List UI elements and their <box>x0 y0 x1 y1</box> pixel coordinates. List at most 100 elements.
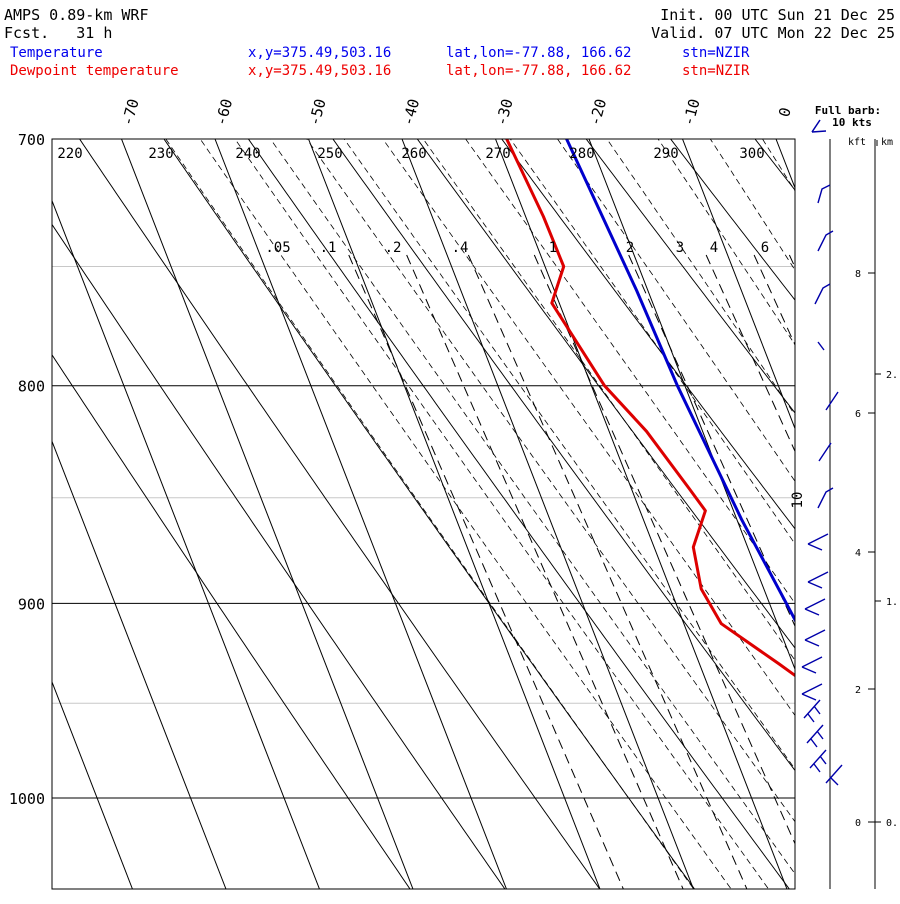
kft-tick-label: 0 <box>855 818 861 829</box>
isotherm-tick-label: -40 <box>399 97 423 128</box>
mixing-ratio-line <box>407 255 683 889</box>
dry-adiabat-line <box>417 139 900 889</box>
temperature-profile-line <box>567 139 886 789</box>
wind-barb <box>815 284 830 304</box>
wind-barb <box>818 231 833 251</box>
legend-dewpoint-xy: x,y=375.49,503.16 <box>248 63 391 79</box>
dry-adiabat-line <box>0 139 505 889</box>
mixing-ratio-label: 1 <box>549 240 557 256</box>
mixing-ratio-line <box>789 255 900 889</box>
dry-adiabat-line <box>502 139 900 889</box>
valid-time: Valid. 07 UTC Mon 22 Dec 25 <box>651 24 895 42</box>
dry-adiabat-label: 240 <box>235 146 260 162</box>
legend-temperature-stn: stn=NZIR <box>682 45 750 61</box>
isotherm-tick-label: -30 <box>492 97 516 128</box>
wind-barb <box>805 599 825 615</box>
dry-adiabat-line <box>755 139 900 889</box>
moist-adiabat-line <box>783 88 900 888</box>
isotherm-tick-label: 0 <box>775 106 795 119</box>
dry-adiabat-label: 300 <box>739 146 764 162</box>
init-time: Init. 00 UTC Sun 21 Dec 25 <box>660 6 895 24</box>
isotherm-tick-label: -70 <box>118 97 142 128</box>
moist-adiabat-label: 10 <box>790 492 806 509</box>
legend-temperature-xy: x,y=375.49,503.16 <box>248 45 391 61</box>
model-title: AMPS 0.89-km WRF <box>4 6 149 24</box>
mixing-ratio-label: 2 <box>626 240 634 256</box>
legend-temperature-latlon: lat,lon=-77.88, 166.62 <box>446 45 631 61</box>
dry-adiabat-label: 230 <box>148 146 173 162</box>
dry-adiabat-label: 250 <box>317 146 342 162</box>
isotherm-line <box>402 139 693 889</box>
wind-barb <box>826 392 838 410</box>
wind-barb <box>818 342 824 350</box>
legend-temperature: Temperature <box>10 45 103 61</box>
mixing-ratio-label: 4 <box>710 240 718 256</box>
dry-adiabat-label: 280 <box>569 146 594 162</box>
moist-adiabat-line <box>834 88 900 888</box>
isotherm-line <box>870 139 900 889</box>
dry-adiabat-line <box>0 139 410 889</box>
wind-legend-line2: 10 kts <box>832 116 872 129</box>
isotherm-tick-label: -60 <box>212 97 236 128</box>
moist-adiabat-line <box>429 88 900 888</box>
mixing-ratio-label: .2 <box>385 240 402 256</box>
isotherm-line <box>0 139 39 889</box>
mixing-ratio-line <box>468 255 746 889</box>
pressure-tick-label: 900 <box>18 595 45 613</box>
pressure-tick-label: 700 <box>18 131 45 149</box>
moist-adiabat-line <box>677 88 900 888</box>
moist-adiabat-line <box>200 88 768 888</box>
dry-adiabat-label: 270 <box>485 146 510 162</box>
kft-tick-label: 6 <box>855 409 861 420</box>
mixing-ratio-line <box>841 255 900 889</box>
wind-barb <box>804 700 820 722</box>
wind-barb <box>808 534 828 550</box>
legend-dewpoint-latlon: lat,lon=-77.88, 166.62 <box>446 63 631 79</box>
wind-barb <box>826 765 842 785</box>
isotherm-tick-label: -20 <box>586 97 610 128</box>
moist-adiabat-line <box>165 88 731 888</box>
dry-adiabat-line <box>840 139 900 889</box>
wind-legend-barb <box>812 120 826 132</box>
km-tick-label: 0. <box>886 818 898 829</box>
wind-barb <box>802 657 822 673</box>
pressure-tick-label: 1000 <box>9 790 45 808</box>
mixing-ratio-label: 3 <box>676 240 684 256</box>
kft-axis-label: kft <box>848 137 866 148</box>
moist-adiabat-line <box>387 88 900 888</box>
moist-adiabat-line <box>522 88 900 888</box>
wind-barb <box>805 630 825 646</box>
legend-dewpoint-stn: stn=NZIR <box>682 63 750 79</box>
mixing-ratio-label: .05 <box>265 240 290 256</box>
isotherm-line <box>0 139 132 889</box>
kft-tick-label: 4 <box>855 548 861 559</box>
mixing-ratio-line <box>706 255 900 889</box>
kft-tick-label: 8 <box>855 269 861 280</box>
mixing-ratio-label: 6 <box>761 240 769 256</box>
moist-adiabat-line <box>883 88 900 888</box>
wind-barb <box>818 488 833 508</box>
dry-adiabat-label: 220 <box>57 146 82 162</box>
isotherm-line <box>0 139 226 889</box>
moist-adiabat-line <box>308 88 880 888</box>
wind-barb <box>807 725 823 747</box>
kft-tick-label: 2 <box>855 685 861 696</box>
isotherm-line <box>496 139 787 889</box>
km-tick-label: 1. <box>886 597 898 608</box>
wind-barb <box>810 750 826 772</box>
km-axis-label: km <box>881 137 893 148</box>
moist-adiabat-line <box>271 88 843 888</box>
dry-adiabat-label: 290 <box>653 146 678 162</box>
moist-adiabat-line <box>235 88 806 888</box>
wind-barb <box>808 572 828 588</box>
mixing-ratio-label: .4 <box>452 240 469 256</box>
dry-adiabat-line <box>164 139 695 889</box>
dry-adiabat-label: 260 <box>401 146 426 162</box>
isotherm-tick-label: -10 <box>679 97 703 128</box>
dry-adiabat-line <box>333 139 884 889</box>
moist-adiabat-line <box>131 88 693 888</box>
km-tick-label: 2. <box>886 370 898 381</box>
wind-barb <box>802 684 822 700</box>
